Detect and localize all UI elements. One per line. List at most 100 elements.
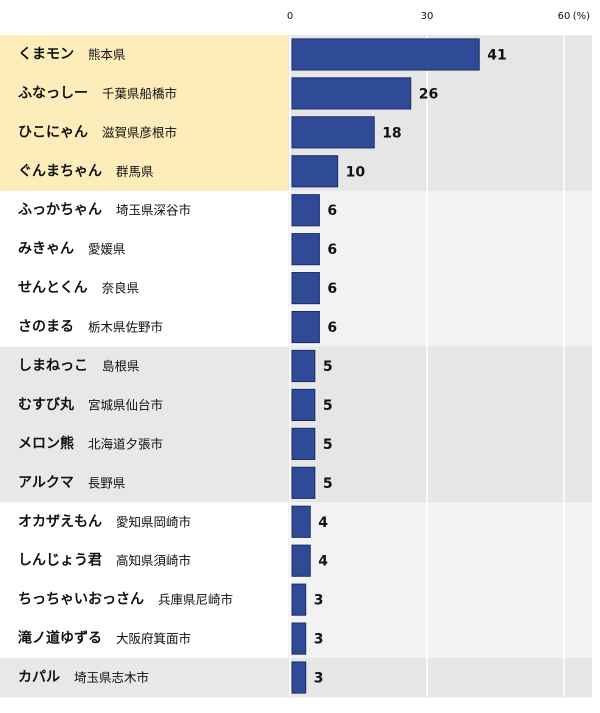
value-label: 3	[314, 593, 324, 609]
bar	[291, 310, 320, 344]
location-label: 宮城県仙台市	[88, 397, 163, 412]
label-background	[0, 385, 288, 425]
label-background	[0, 112, 288, 153]
x-tick-label: 0	[287, 11, 293, 22]
category-label: ちっちゃいおっさん	[18, 592, 144, 608]
category-label: カパル	[18, 670, 60, 686]
location-label: 愛媛県	[88, 242, 126, 257]
plot-background	[288, 151, 592, 192]
backgrounds	[0, 35, 592, 698]
bar	[291, 38, 480, 71]
plot-background	[288, 424, 592, 464]
plot-background	[288, 346, 592, 386]
category-label: くまモン	[18, 46, 74, 62]
location-label: 埼玉県志木市	[74, 670, 149, 685]
value-label: 3	[314, 671, 324, 687]
bar	[291, 349, 316, 383]
plot-background	[288, 385, 592, 425]
plot-background	[288, 658, 592, 698]
bar	[291, 116, 375, 149]
plot-background	[288, 229, 592, 270]
category-label: しまねっこ	[18, 358, 88, 374]
value-label: 5	[323, 359, 333, 375]
location-label: 埼玉県深谷市	[116, 203, 191, 218]
value-label: 6	[327, 242, 337, 258]
location-label: 高知県須崎市	[116, 553, 191, 568]
location-label: 兵庫県尼崎市	[158, 592, 233, 607]
plot-background	[288, 619, 592, 659]
bar	[291, 194, 320, 227]
bar	[291, 77, 412, 110]
value-label: 5	[323, 437, 333, 453]
plot-background	[288, 190, 592, 231]
plot-background	[288, 580, 592, 620]
location-label: 滋賀県彦根市	[102, 125, 177, 140]
bar	[291, 622, 307, 655]
label-background	[0, 424, 288, 464]
label-background	[0, 73, 288, 114]
plot-background	[288, 307, 592, 348]
location-label: 群馬県	[116, 164, 154, 179]
location-label: 大阪府箕面市	[116, 631, 191, 646]
bar	[291, 583, 307, 616]
bar	[291, 544, 311, 577]
category-label: 滝ノ道ゆずる	[18, 630, 102, 647]
bar	[291, 466, 316, 499]
category-label: オカザえもん	[18, 514, 102, 530]
value-label: 6	[327, 281, 337, 297]
bar	[291, 427, 316, 460]
label-background	[0, 619, 288, 659]
label-background	[0, 463, 288, 503]
category-label: ふなっしー	[18, 85, 88, 101]
value-label: 26	[419, 86, 438, 102]
bar	[291, 661, 307, 694]
label-background	[0, 307, 288, 348]
x-tick-label: 60	[558, 11, 571, 22]
value-label: 3	[314, 632, 324, 648]
plot-background	[288, 541, 592, 581]
plot-background	[288, 268, 592, 309]
plot-background	[288, 463, 592, 503]
location-label: 千葉県船橋市	[102, 86, 177, 101]
category-label: ぐんまちゃん	[18, 163, 102, 179]
category-label: アルクマ	[18, 475, 74, 491]
bar	[291, 388, 316, 422]
bar	[291, 505, 311, 538]
bar	[291, 155, 339, 188]
value-label: 18	[382, 125, 401, 141]
x-tick-label: 30	[421, 11, 434, 22]
x-axis-label: (%)	[573, 11, 590, 22]
label-background	[0, 268, 288, 309]
location-label: 北海道夕張市	[88, 436, 163, 451]
label-background	[0, 541, 288, 581]
label-background	[0, 346, 288, 386]
value-label: 4	[318, 554, 328, 570]
location-label: 奈良県	[102, 281, 140, 296]
location-label: 愛知県岡崎市	[116, 514, 191, 529]
category-label: ふっかちゃん	[18, 202, 102, 218]
value-label: 6	[327, 320, 337, 336]
category-label: しんじょう君	[18, 553, 102, 569]
location-label: 長野県	[88, 475, 126, 490]
label-background	[0, 229, 288, 270]
location-label: 島根県	[102, 359, 140, 374]
bar	[291, 233, 320, 266]
location-label: 栃木県佐野市	[88, 320, 163, 335]
label-background	[0, 658, 288, 698]
label-background	[0, 502, 288, 542]
bar	[291, 272, 320, 305]
plot-background	[288, 502, 592, 542]
value-label: 5	[323, 398, 333, 414]
value-label: 10	[346, 164, 366, 180]
value-label: 4	[318, 515, 328, 531]
label-background	[0, 190, 288, 231]
category-label: ひこにゃん	[18, 124, 88, 140]
category-label: せんとくん	[18, 280, 88, 296]
value-label: 6	[327, 203, 337, 219]
category-label: さのまる	[18, 319, 74, 335]
category-label: メロン熊	[18, 435, 74, 452]
label-background	[0, 151, 288, 192]
label-background	[0, 580, 288, 620]
location-label: 熊本県	[88, 47, 126, 62]
